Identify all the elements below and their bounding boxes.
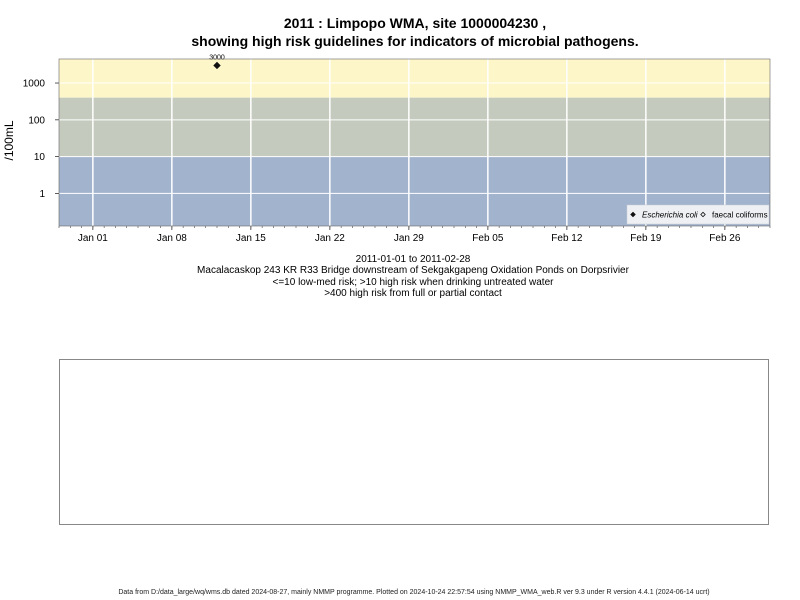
empty-second-panel	[59, 359, 769, 525]
x-tick-label-1: Jan 08	[157, 233, 187, 244]
x-tick-label-0: Jan 01	[78, 233, 108, 244]
x-tick-label-7: Feb 19	[630, 233, 662, 244]
chart-title-line1: 2011 : Limpopo WMA, site 1000004230 ,	[283, 15, 547, 31]
drinking-risk-caption: <=10 low-med risk; >10 high risk when dr…	[272, 277, 554, 288]
x-tick-label-8: Feb 26	[709, 233, 741, 244]
y-axis-label: /100mL	[2, 120, 16, 160]
x-tick-label-6: Feb 12	[551, 233, 583, 244]
legend-marker-0	[630, 211, 636, 218]
x-tick-label-2: Jan 15	[236, 233, 266, 244]
date-range-caption: 2011-01-01 to 2011-02-28	[355, 254, 471, 265]
legend-label-0: Escherichia coli	[642, 211, 698, 220]
x-tick-label-4: Jan 29	[394, 233, 424, 244]
site-description-caption: Macalacaskop 243 KR R33 Bridge downstrea…	[197, 265, 629, 276]
x-tick-label-3: Jan 22	[315, 233, 345, 244]
contact-risk-caption: >400 high risk from full or partial cont…	[324, 288, 502, 299]
legend-marker-1	[700, 211, 706, 218]
risk-band-0	[59, 59, 770, 98]
risk-band-1	[59, 97, 770, 157]
data-label-0-0: 3000	[209, 54, 225, 61]
y-tick-label-3: 1000	[23, 79, 46, 90]
footer-note: Data from D:/data_large/wq/wms.db dated …	[118, 589, 710, 596]
y-tick-label-1: 10	[34, 152, 46, 163]
chart-area: Jan 01 Jan 08 Jan 15 Jan 22 Jan 29 Feb 05 Feb …	[2, 54, 771, 244]
plot-frame	[58, 58, 771, 227]
x-tick-label-5: Feb 05	[472, 233, 504, 244]
data-point-0-0	[213, 61, 221, 70]
y-tick-label-0: 1	[39, 189, 45, 200]
legend-box	[626, 204, 770, 225]
chart-title-line2: showing high risk guidelines for indicat…	[191, 33, 639, 49]
y-tick-label-2: 100	[28, 115, 45, 126]
legend-label-1: faecal coliforms	[712, 211, 768, 220]
